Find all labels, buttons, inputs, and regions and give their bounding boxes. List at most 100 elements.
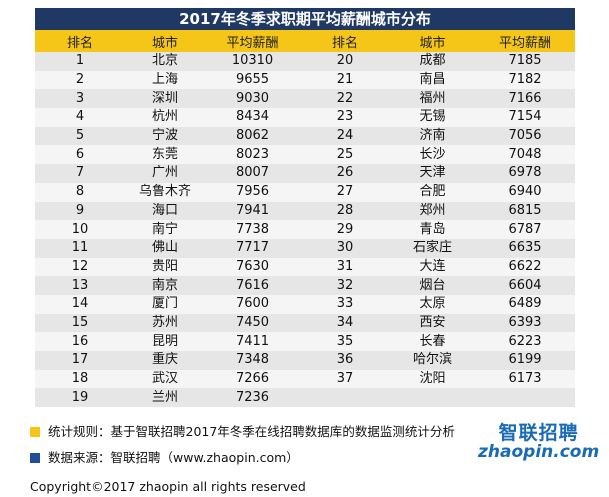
row: 13 南京 7616 32 烟台 6604 bbox=[35, 276, 575, 295]
cell: 6173 bbox=[475, 369, 575, 389]
cell: 大连 bbox=[390, 257, 475, 277]
logo-name: 智联招聘 bbox=[498, 422, 579, 444]
cell: 天津 bbox=[390, 164, 475, 183]
cell: 30 bbox=[300, 238, 390, 258]
row: 2 上海 9655 21 南昌 7182 bbox=[35, 70, 575, 90]
cell: 6978 bbox=[475, 164, 575, 183]
cell: 烟台 bbox=[390, 276, 475, 295]
cell: 青岛 bbox=[390, 220, 475, 239]
cell: 6787 bbox=[475, 220, 575, 239]
cell: 太原 bbox=[390, 294, 475, 314]
cell: 1 bbox=[35, 52, 125, 71]
logo: 智联招聘 zhaopin.com bbox=[478, 418, 599, 462]
empty-cell bbox=[300, 388, 390, 408]
cell: 6199 bbox=[475, 351, 575, 370]
cell: 7616 bbox=[205, 276, 300, 295]
cell: 贵阳 bbox=[125, 257, 205, 277]
note-text: 数据来源：智联招聘（www.zhaopin.com） bbox=[48, 450, 299, 465]
cell: 福州 bbox=[390, 89, 475, 109]
cell: 哈尔滨 bbox=[390, 351, 475, 370]
cell: 27 bbox=[300, 182, 390, 202]
cell: 海口 bbox=[125, 201, 205, 221]
cell: 合肥 bbox=[390, 182, 475, 202]
cell: 11 bbox=[35, 238, 125, 258]
cell: 兰州 bbox=[125, 388, 205, 408]
cell: 2 bbox=[35, 70, 125, 90]
cell: 杭州 bbox=[125, 108, 205, 127]
cell: 6635 bbox=[475, 238, 575, 258]
cell: 7630 bbox=[205, 257, 300, 277]
cell: 南昌 bbox=[390, 70, 475, 90]
cell: 7266 bbox=[205, 369, 300, 389]
cell: 7048 bbox=[475, 145, 575, 165]
cell: 7166 bbox=[475, 89, 575, 109]
cell: 16 bbox=[35, 332, 125, 351]
cell: 23 bbox=[300, 108, 390, 127]
cell: 7600 bbox=[205, 294, 300, 314]
cell: 28 bbox=[300, 201, 390, 221]
cell: 沈阳 bbox=[390, 369, 475, 389]
cell: 7236 bbox=[205, 388, 300, 408]
cell: 长沙 bbox=[390, 145, 475, 165]
cell: 14 bbox=[35, 294, 125, 314]
cell: 深圳 bbox=[125, 89, 205, 109]
cell: 6940 bbox=[475, 182, 575, 202]
cell: 9030 bbox=[205, 89, 300, 109]
row: 19 兰州 7236 bbox=[35, 388, 575, 408]
header-cell: 城市 bbox=[390, 30, 475, 52]
cell: 19 bbox=[35, 388, 125, 408]
row: 8 乌鲁木齐 7956 27 合肥 6940 bbox=[35, 182, 575, 202]
yellow-square bbox=[30, 427, 40, 437]
row: 1 北京 10310 20 成都 7185 bbox=[35, 52, 575, 71]
header-cell: 排名 bbox=[35, 30, 125, 52]
row: 12 贵阳 7630 31 大连 6622 bbox=[35, 257, 575, 277]
cell: 乌鲁木齐 bbox=[125, 182, 205, 202]
cell: 南宁 bbox=[125, 220, 205, 239]
cell: 8007 bbox=[205, 164, 300, 183]
cell: 12 bbox=[35, 257, 125, 277]
cell: 8 bbox=[35, 182, 125, 202]
cell: 7717 bbox=[205, 238, 300, 258]
blue-square bbox=[30, 453, 40, 463]
row: 5 宁波 8062 24 济南 7056 bbox=[35, 126, 575, 146]
copyright: Copyright©2017 zhaopin all rights reserv… bbox=[30, 479, 306, 494]
cell: 重庆 bbox=[125, 351, 205, 370]
cell: 北京 bbox=[125, 52, 205, 71]
cell: 成都 bbox=[390, 52, 475, 71]
cell: 7154 bbox=[475, 108, 575, 127]
cell: 20 bbox=[300, 52, 390, 71]
cell: 6489 bbox=[475, 294, 575, 314]
cell: 郑州 bbox=[390, 201, 475, 221]
cell: 6815 bbox=[475, 201, 575, 221]
header-row: 排名 城市 平均薪酬 排名 城市 平均薪酬 bbox=[35, 30, 575, 52]
header-cell: 城市 bbox=[125, 30, 205, 52]
cell: 7411 bbox=[205, 332, 300, 351]
cell: 济南 bbox=[390, 126, 475, 146]
cell: 佛山 bbox=[125, 238, 205, 258]
cell: 广州 bbox=[125, 164, 205, 183]
logo-domain: zhaopin.com bbox=[478, 442, 600, 462]
cell: 18 bbox=[35, 369, 125, 389]
cell: 7956 bbox=[205, 182, 300, 202]
cell: 7185 bbox=[475, 52, 575, 71]
cell: 7348 bbox=[205, 351, 300, 370]
cell: 7056 bbox=[475, 126, 575, 146]
cell: 8023 bbox=[205, 145, 300, 165]
cell: 35 bbox=[300, 332, 390, 351]
cell: 34 bbox=[300, 313, 390, 333]
row: 11 佛山 7717 30 石家庄 6635 bbox=[35, 238, 575, 258]
row: 16 昆明 7411 35 长春 6223 bbox=[35, 332, 575, 351]
cell: 21 bbox=[300, 70, 390, 90]
cell: 25 bbox=[300, 145, 390, 165]
cell: 东莞 bbox=[125, 145, 205, 165]
cell: 5 bbox=[35, 126, 125, 146]
cell: 36 bbox=[300, 351, 390, 370]
cell: 29 bbox=[300, 220, 390, 239]
cell: 武汉 bbox=[125, 369, 205, 389]
cell: 苏州 bbox=[125, 313, 205, 333]
cell: 31 bbox=[300, 257, 390, 277]
cell: 7738 bbox=[205, 220, 300, 239]
cell: 24 bbox=[300, 126, 390, 146]
row: 6 东莞 8023 25 长沙 7048 bbox=[35, 145, 575, 165]
